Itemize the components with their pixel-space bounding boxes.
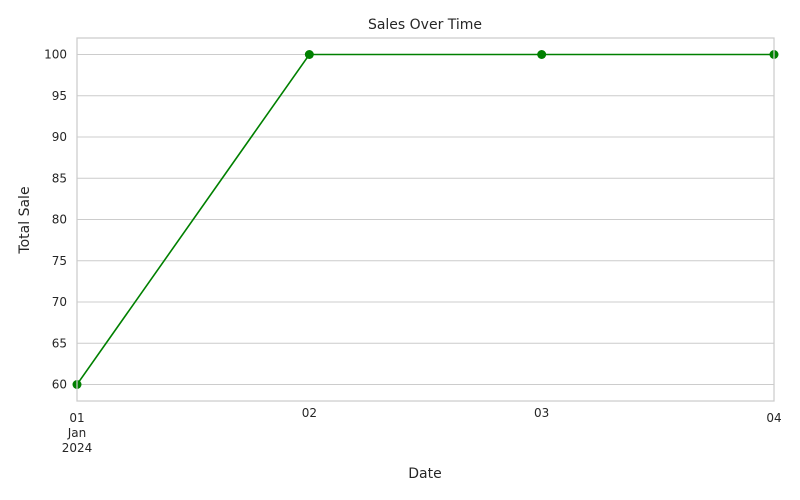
- y-tick-label: 100: [44, 48, 67, 62]
- y-tick-label: 90: [52, 130, 67, 144]
- series-line: [76, 53, 774, 385]
- plot-frame: [76, 37, 775, 402]
- grid-lines: [77, 54, 774, 385]
- data-point: [304, 50, 314, 59]
- y-tick-label: 65: [52, 336, 67, 350]
- y-tick-label: 75: [52, 254, 67, 268]
- data-point: [537, 50, 547, 59]
- x-tick-label: 01: [69, 411, 84, 425]
- y-tick-label: 80: [52, 213, 67, 227]
- x-tick-label: 04: [766, 411, 781, 425]
- x-tick-label: 2024: [62, 441, 93, 455]
- x-tick-label: 02: [302, 406, 317, 420]
- x-axis-label: Date: [408, 466, 441, 482]
- y-tick-label: 70: [52, 295, 67, 309]
- y-tick-label: 60: [52, 378, 67, 392]
- chart-title: Sales Over Time: [368, 17, 482, 33]
- y-tick-label: 95: [52, 89, 67, 103]
- y-tick-labels: 60 65 70 75 80 85 90 95 100: [44, 48, 67, 392]
- x-tick-label: Jan: [67, 426, 87, 440]
- y-axis-label: Total Sale: [17, 186, 33, 254]
- y-tick-label: 85: [52, 171, 67, 185]
- x-tick-label: 03: [534, 406, 549, 420]
